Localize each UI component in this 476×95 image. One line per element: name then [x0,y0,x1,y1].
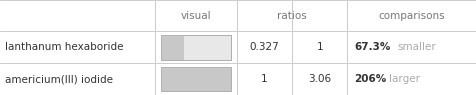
Text: smaller: smaller [397,42,436,52]
Text: americium(III) iodide: americium(III) iodide [5,74,113,84]
Text: visual: visual [180,11,211,21]
Bar [161,35,231,60]
Bar [161,67,231,91]
Text: 0.327: 0.327 [249,42,279,52]
Text: larger: larger [389,74,420,84]
Text: 3.06: 3.06 [308,74,331,84]
Bar [161,35,231,60]
Text: 67.3%: 67.3% [355,42,391,52]
Text: 1: 1 [317,42,323,52]
Text: ratios: ratios [277,11,307,21]
Text: 1: 1 [261,74,268,84]
Text: 206%: 206% [355,74,387,84]
Bar [161,35,184,60]
Text: lanthanum hexaboride: lanthanum hexaboride [5,42,123,52]
Bar [161,67,231,91]
Text: comparisons: comparisons [378,11,445,21]
Bar [161,67,231,91]
